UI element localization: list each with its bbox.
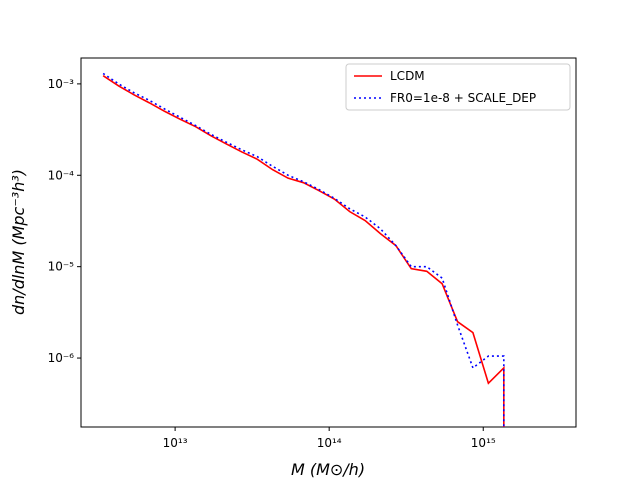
y-tick-label: 10⁻⁶ [48, 351, 75, 365]
series-line [102, 72, 505, 427]
x-axis-label: M (M⊙/h) [291, 460, 365, 479]
legend-label: FR0=1e-8 + SCALE_DEP [390, 91, 536, 105]
y-tick-label: 10⁻⁵ [48, 260, 75, 274]
y-tick-label: 10⁻³ [48, 77, 75, 91]
y-axis-label: dn/dlnM (Mpc⁻³h³) [9, 169, 28, 315]
x-tick-label: 10¹⁵ [471, 436, 496, 450]
plot-lines [102, 72, 505, 427]
x-tick-label: 10¹⁴ [317, 436, 342, 450]
plot-frame [80, 57, 577, 428]
x-tick-label: 10¹³ [163, 436, 188, 450]
y-tick-label: 10⁻⁴ [48, 168, 75, 182]
series-line [102, 75, 505, 427]
legend-label: LCDM [390, 69, 425, 83]
legend-box [345, 63, 571, 111]
